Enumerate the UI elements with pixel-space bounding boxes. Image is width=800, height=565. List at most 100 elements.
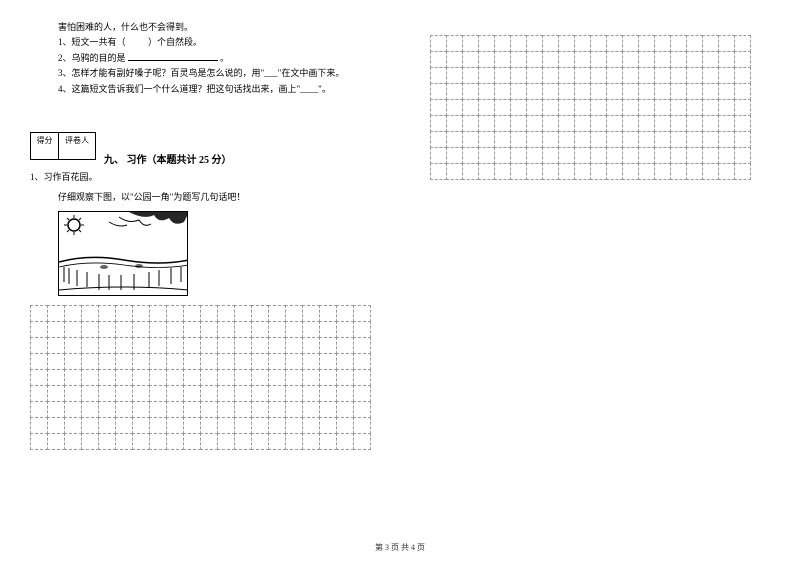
- grid-cell: [734, 35, 751, 52]
- grid-cell: [654, 163, 671, 180]
- score-label: 得分: [31, 133, 59, 159]
- grid-cell: [526, 99, 543, 116]
- grid-cell: [336, 353, 354, 370]
- grid-cell: [30, 417, 48, 434]
- grid-cell: [98, 433, 116, 450]
- grid-cell: [638, 131, 655, 148]
- grid-cell: [686, 147, 703, 164]
- section-title: 九、 习作（本题共计 25 分）: [104, 151, 232, 166]
- grid-cell: [132, 433, 150, 450]
- grid-cell: [606, 83, 623, 100]
- right-column: [430, 20, 760, 450]
- grid-cell: [81, 385, 99, 402]
- grid-cell: [478, 99, 495, 116]
- grid-cell: [702, 99, 719, 116]
- grid-cell: [183, 353, 201, 370]
- grid-cell: [478, 51, 495, 68]
- grid-cell: [462, 35, 479, 52]
- grid-cell: [302, 353, 320, 370]
- grid-cell: [494, 67, 511, 84]
- grid-cell: [638, 147, 655, 164]
- grid-cell: [149, 417, 167, 434]
- grid-cell: [319, 417, 337, 434]
- grid-cell: [654, 51, 671, 68]
- grid-cell: [251, 433, 269, 450]
- grid-cell: [353, 385, 371, 402]
- grader-label: 评卷人: [59, 133, 95, 159]
- grid-cell: [574, 83, 591, 100]
- grid-cell: [686, 83, 703, 100]
- grid-cell: [217, 305, 235, 322]
- grid-cell: [200, 369, 218, 386]
- grid-cell: [590, 131, 607, 148]
- grid-cell: [526, 51, 543, 68]
- grid-cell: [285, 401, 303, 418]
- grid-cell: [702, 83, 719, 100]
- grid-cell: [217, 417, 235, 434]
- grid-cell: [542, 115, 559, 132]
- grid-cell: [47, 385, 65, 402]
- grid-cell: [734, 115, 751, 132]
- grid-cell: [638, 51, 655, 68]
- grid-cell: [234, 401, 252, 418]
- grid-cell: [654, 35, 671, 52]
- grid-cell: [622, 51, 639, 68]
- grid-cell: [47, 305, 65, 322]
- grid-cell: [183, 401, 201, 418]
- grid-cell: [149, 369, 167, 386]
- grid-cell: [670, 99, 687, 116]
- grid-cell: [234, 353, 252, 370]
- grid-cell: [734, 83, 751, 100]
- grid-cell: [98, 321, 116, 338]
- grid-cell: [268, 305, 286, 322]
- grid-cell: [606, 147, 623, 164]
- grid-cell: [166, 401, 184, 418]
- grid-cell: [622, 99, 639, 116]
- grid-cell: [47, 433, 65, 450]
- grid-cell: [64, 401, 82, 418]
- grid-cell: [702, 147, 719, 164]
- grid-cell: [268, 433, 286, 450]
- grid-cell: [251, 321, 269, 338]
- grid-cell: [542, 35, 559, 52]
- grid-cell: [606, 163, 623, 180]
- grid-cell: [654, 131, 671, 148]
- grid-cell: [30, 369, 48, 386]
- grid-cell: [718, 99, 735, 116]
- grid-cell: [558, 83, 575, 100]
- grid-cell: [446, 51, 463, 68]
- grid-cell: [319, 337, 337, 354]
- grid-cell: [638, 67, 655, 84]
- grid-cell: [302, 401, 320, 418]
- grid-cell: [542, 51, 559, 68]
- grid-cell: [462, 99, 479, 116]
- grid-cell: [336, 433, 354, 450]
- grid-cell: [268, 369, 286, 386]
- grid-cell: [462, 115, 479, 132]
- grid-cell: [430, 83, 447, 100]
- grid-cell: [64, 305, 82, 322]
- grid-cell: [319, 401, 337, 418]
- grid-cell: [285, 433, 303, 450]
- grid-cell: [462, 131, 479, 148]
- grid-cell: [251, 353, 269, 370]
- grid-cell: [200, 337, 218, 354]
- grid-cell: [494, 35, 511, 52]
- grid-cell: [149, 305, 167, 322]
- grid-cell: [430, 131, 447, 148]
- grid-cell: [446, 131, 463, 148]
- grid-cell: [446, 99, 463, 116]
- grid-cell: [446, 35, 463, 52]
- grid-cell: [115, 433, 133, 450]
- grid-cell: [702, 163, 719, 180]
- grid-cell: [132, 417, 150, 434]
- grid-cell: [200, 321, 218, 338]
- grid-cell: [718, 163, 735, 180]
- grid-cell: [285, 385, 303, 402]
- grid-cell: [670, 51, 687, 68]
- grid-cell: [353, 337, 371, 354]
- grid-cell: [622, 67, 639, 84]
- grid-cell: [302, 369, 320, 386]
- left-column: 害怕困难的人，什么也不会得到。 1、短文一共有（ ）个自然段。 2、乌鸦的目的是…: [30, 20, 390, 450]
- grid-cell: [64, 337, 82, 354]
